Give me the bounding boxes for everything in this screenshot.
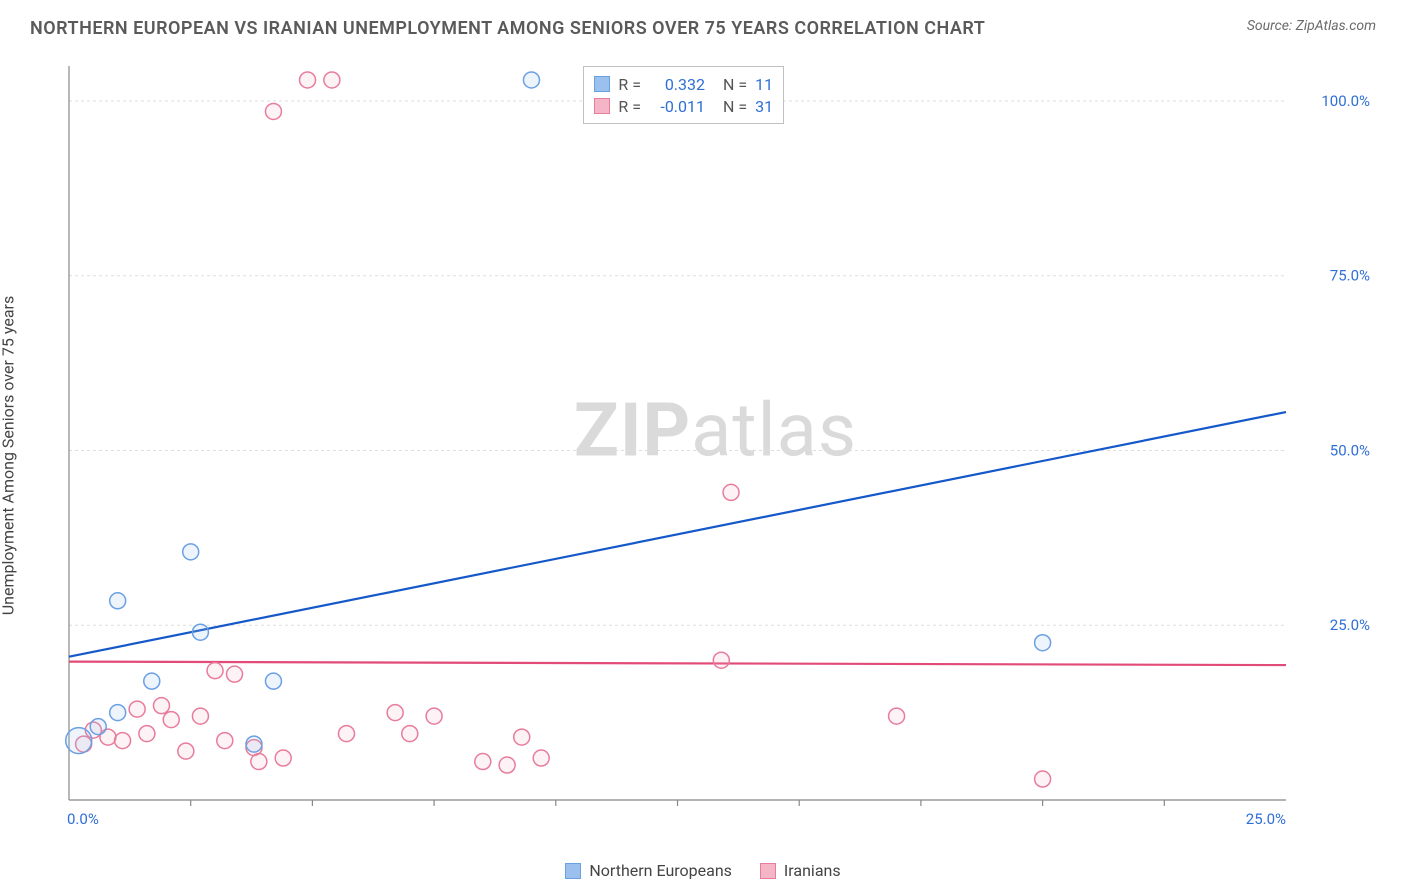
data-point [246,736,262,752]
scatter-chart: 25.0% 50.0% 75.0% 100.0% 0.0% 25.0% [55,60,1376,832]
data-point [66,728,92,754]
data-point [387,705,403,721]
data-point [402,726,418,742]
legend-stats-row: R =-0.011N =31 [594,95,773,117]
data-point [192,624,208,640]
data-point [90,719,106,735]
data-point [723,484,739,500]
data-point [499,757,515,773]
data-point [163,712,179,728]
data-point [144,673,160,689]
title-bar: NORTHERN EUROPEAN VS IRANIAN UNEMPLOYMEN… [0,0,1406,49]
data-point [115,733,131,749]
legend-item: Iranians [760,861,841,880]
plot-area: ZIPatlas 25.0%50.0%75.0%100.0%0.0%25.0% … [55,60,1376,832]
legend-stats-box: R =0.332N =11R =-0.011N =31 [583,66,784,124]
data-point [426,708,442,724]
svg-text:25.0%: 25.0% [1330,616,1370,634]
svg-text:25.0%: 25.0% [1246,810,1286,828]
data-point [324,72,340,88]
data-point [129,701,145,717]
data-point [1035,771,1051,787]
svg-text:0.0%: 0.0% [67,810,99,828]
bottom-legend: Northern Europeans Iranians [0,861,1406,880]
data-point [514,729,530,745]
data-point [475,754,491,770]
data-point [110,705,126,721]
svg-text:100.0%: 100.0% [1321,92,1370,110]
data-point [713,652,729,668]
data-point [251,754,267,770]
data-point [183,544,199,560]
legend-label: Iranians [784,861,841,880]
data-point [889,708,905,724]
legend-label: Northern Europeans [589,861,732,880]
data-point [227,666,243,682]
svg-text:75.0%: 75.0% [1330,267,1370,285]
data-point [275,750,291,766]
legend-swatch [565,863,581,879]
y-axis-label: Unemployment Among Seniors over 75 years [0,296,18,615]
svg-text:50.0%: 50.0% [1330,441,1370,459]
data-point [300,72,316,88]
data-point [533,750,549,766]
data-point [207,663,223,679]
data-point [1035,635,1051,651]
data-point [153,698,169,714]
source-label: Source: ZipAtlas.com [1247,18,1376,34]
data-point [523,72,539,88]
legend-swatch [760,863,776,879]
chart-title: NORTHERN EUROPEAN VS IRANIAN UNEMPLOYMEN… [30,18,985,39]
legend-swatch [594,76,610,92]
data-point [338,726,354,742]
legend-swatch [594,98,610,114]
data-point [265,103,281,119]
data-point [265,673,281,689]
legend-item: Northern Europeans [565,861,732,880]
data-point [217,733,233,749]
legend-stats-row: R =0.332N =11 [594,73,773,95]
data-point [139,726,155,742]
data-point [178,743,194,759]
data-point [192,708,208,724]
data-point [110,593,126,609]
